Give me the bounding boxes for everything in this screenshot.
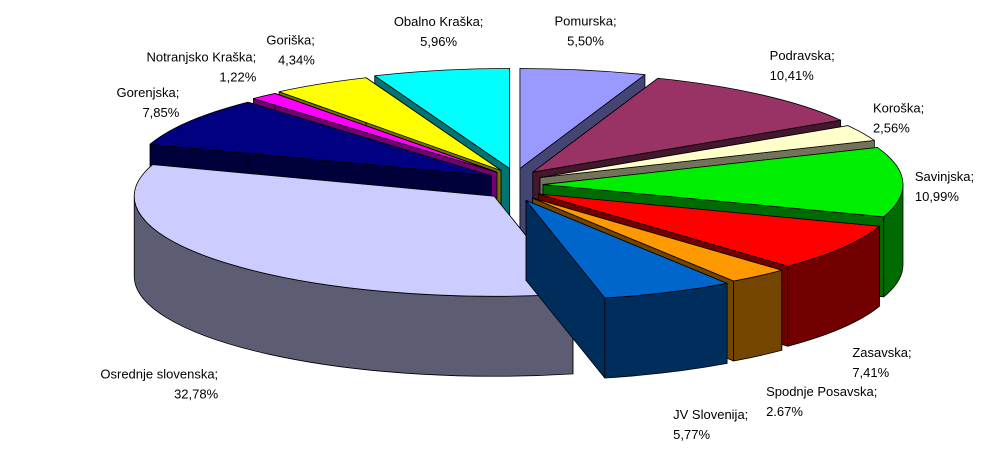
slice-label: Spodnje Posavska; <box>766 384 877 399</box>
slice-label: Pomurska; <box>554 14 616 29</box>
slice-label: Savinjska; <box>915 169 974 184</box>
slice-top <box>525 200 728 299</box>
value-label: 7,85% <box>142 105 179 120</box>
slice-top <box>539 125 875 178</box>
value-label: 10,99% <box>915 189 960 204</box>
slice-label: Notranjsko Kraška; <box>146 49 256 64</box>
slice-label: JV Slovenija; <box>673 407 748 422</box>
value-label: 5,77% <box>673 427 710 442</box>
slice-top <box>374 68 511 169</box>
value-label: 10,41% <box>770 68 815 83</box>
value-label: 32,78% <box>174 387 219 402</box>
slice-label: Osrednje slovenska; <box>100 367 218 382</box>
slice-top <box>532 197 783 282</box>
value-label: 2,56% <box>873 121 910 136</box>
slice-top <box>133 164 574 297</box>
slice-label: Goriška; <box>266 33 314 48</box>
slice <box>525 200 728 379</box>
slice-label: Gorenjska; <box>116 85 179 100</box>
value-label: 4,34% <box>278 53 315 68</box>
slice-top <box>253 93 498 173</box>
slice-top <box>538 193 880 267</box>
value-label: 1,22% <box>219 69 256 84</box>
slice-label: Zasavska; <box>852 345 911 360</box>
slice-label: Obalno Kraška; <box>394 14 484 29</box>
slice-top <box>278 77 502 171</box>
slice-top <box>149 101 492 177</box>
slice-label: Podravska; <box>770 48 835 63</box>
slice-side <box>733 269 783 362</box>
value-label: 5,96% <box>420 34 457 49</box>
value-label: 7,41% <box>852 365 889 380</box>
value-label: 5,50% <box>567 34 604 49</box>
slice-side <box>604 282 728 379</box>
slice-top <box>542 147 904 218</box>
slice-top <box>532 77 842 173</box>
slice-label: Koroška; <box>873 101 924 116</box>
value-label: 2.67% <box>766 404 803 419</box>
slice-top <box>519 68 646 169</box>
